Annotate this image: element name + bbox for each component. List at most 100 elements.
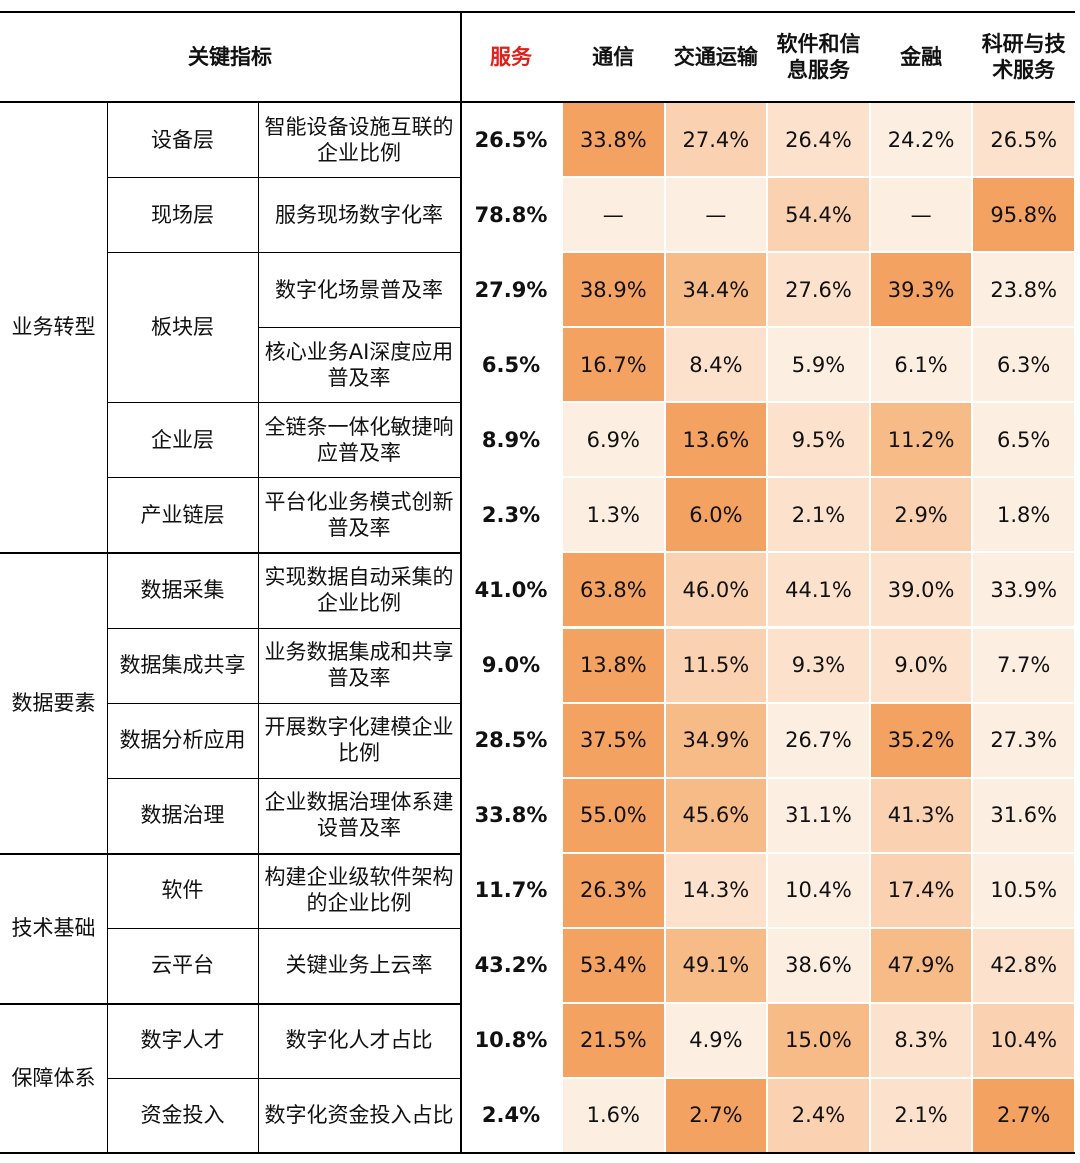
heat-cell: 35.2%: [870, 703, 972, 777]
service-value: 27.9%: [474, 277, 548, 302]
heat-cell: 2.7%: [665, 1078, 767, 1152]
rule-line: [107, 102, 108, 1153]
heat-cell: 24.2%: [870, 103, 972, 177]
heat-cell: 2.4%: [768, 1078, 869, 1152]
heat-cell: 4.9%: [665, 1003, 767, 1077]
heat-cell: 6.9%: [563, 403, 664, 477]
heat-cell: 39.0%: [870, 553, 972, 627]
heat-cell: 10.4%: [973, 1003, 1074, 1077]
service-value: 10.8%: [474, 1028, 548, 1053]
indicator: 关键业务上云率: [285, 953, 433, 978]
heat-cell: 31.1%: [768, 778, 869, 852]
indicator: 构建企业级软件架构的企业比例: [264, 865, 454, 916]
header-column: 交通运输: [673, 45, 758, 69]
heat-cell: 54.4%: [768, 178, 869, 252]
heat-cell: 38.9%: [563, 253, 664, 327]
heat-cell: 5.9%: [768, 328, 869, 402]
indicator: 企业数据治理体系建设普及率: [264, 790, 454, 841]
sub-category: 现场层: [151, 202, 214, 227]
group-category: 保障体系: [11, 1065, 96, 1090]
rule-line: [107, 777, 460, 779]
rule-line: [107, 177, 460, 179]
heat-cell: 53.4%: [563, 928, 664, 1002]
heat-cell: 10.4%: [768, 853, 869, 927]
heat-cell: 45.6%: [665, 778, 767, 852]
heat-cell: 47.9%: [870, 928, 972, 1002]
header-column: 科研与技术服务: [981, 32, 1066, 82]
heat-cell: 13.8%: [563, 628, 664, 702]
service-value: 78.8%: [474, 202, 548, 227]
rule-line: [0, 852, 460, 855]
heat-cell: 9.3%: [768, 628, 869, 702]
heat-cell: —: [665, 178, 767, 252]
heat-cell: 6.0%: [665, 478, 767, 552]
service-value: 41.0%: [474, 577, 548, 602]
service-value: 2.3%: [481, 502, 541, 527]
indicator: 服务现场数字化率: [275, 202, 443, 227]
heat-cell: —: [870, 178, 972, 252]
heat-cell: 11.2%: [870, 403, 972, 477]
heat-cell: 9.0%: [870, 628, 972, 702]
service-value: 6.5%: [481, 352, 541, 377]
heat-cell: 1.3%: [563, 478, 664, 552]
heat-cell: 2.1%: [870, 1078, 972, 1152]
rule-line: [258, 327, 460, 329]
indicator: 实现数据自动采集的企业比例: [264, 564, 454, 615]
indicator: 数字化场景普及率: [275, 277, 443, 302]
heat-cell: 16.7%: [563, 328, 664, 402]
header-column: 服务: [490, 45, 532, 69]
heat-cell: 26.5%: [973, 103, 1074, 177]
rule-line: [107, 927, 460, 929]
heat-cell: 2.9%: [870, 478, 972, 552]
heat-cell: 13.6%: [665, 403, 767, 477]
rule-line: [107, 477, 460, 479]
service-value: 28.5%: [474, 728, 548, 753]
rule-line: [258, 102, 259, 1153]
heat-cell: 11.5%: [665, 628, 767, 702]
heat-cell: 37.5%: [563, 703, 664, 777]
heat-cell: 34.9%: [665, 703, 767, 777]
header-column: 金融: [900, 45, 943, 69]
service-value: 8.9%: [481, 427, 541, 452]
heat-cell: 2.1%: [768, 478, 869, 552]
heat-cell: 6.1%: [870, 328, 972, 402]
heat-cell: 27.4%: [665, 103, 767, 177]
rule-line: [107, 1077, 460, 1079]
sub-category: 云平台: [151, 953, 214, 978]
indicator: 数字化人才占比: [285, 1028, 433, 1053]
heat-cell: 38.6%: [768, 928, 869, 1002]
header-key: 关键指标: [188, 45, 272, 69]
heat-cell: 15.0%: [768, 1003, 869, 1077]
indicator: 平台化业务模式创新普及率: [264, 489, 454, 540]
heat-cell: 9.5%: [768, 403, 869, 477]
indicator: 全链条一体化敏捷响应普及率: [264, 414, 454, 465]
header-column: 软件和信息服务: [776, 32, 861, 82]
heat-cell: 42.8%: [973, 928, 1074, 1002]
rule-line: [0, 1152, 1075, 1154]
heat-cell: 21.5%: [563, 1003, 664, 1077]
heat-cell: 27.3%: [973, 703, 1074, 777]
heat-cell: 10.5%: [973, 853, 1074, 927]
heat-cell: 23.8%: [973, 253, 1074, 327]
service-value: 2.4%: [481, 1103, 541, 1128]
heat-cell: 63.8%: [563, 553, 664, 627]
sub-category: 产业链层: [140, 502, 225, 527]
heat-cell: 6.5%: [973, 403, 1074, 477]
heat-cell: 33.9%: [973, 553, 1074, 627]
heat-cell: 8.4%: [665, 328, 767, 402]
rule-line: [107, 627, 460, 629]
sub-category: 企业层: [151, 427, 214, 452]
sub-category: 设备层: [151, 127, 214, 152]
heat-cell: 1.6%: [563, 1078, 664, 1152]
service-value: 26.5%: [474, 127, 548, 152]
heat-cell: 26.4%: [768, 103, 869, 177]
rule-line: [107, 252, 460, 254]
indicator: 开展数字化建模企业比例: [264, 715, 454, 766]
sub-category: 资金投入: [140, 1103, 225, 1128]
indicator: 智能设备设施互联的企业比例: [264, 114, 454, 165]
indicator: 业务数据集成和共享普及率: [264, 640, 454, 691]
rule-line: [107, 702, 460, 704]
rule-line: [0, 101, 1075, 103]
heat-cell: 7.7%: [973, 628, 1074, 702]
sub-category: 软件: [161, 878, 204, 903]
